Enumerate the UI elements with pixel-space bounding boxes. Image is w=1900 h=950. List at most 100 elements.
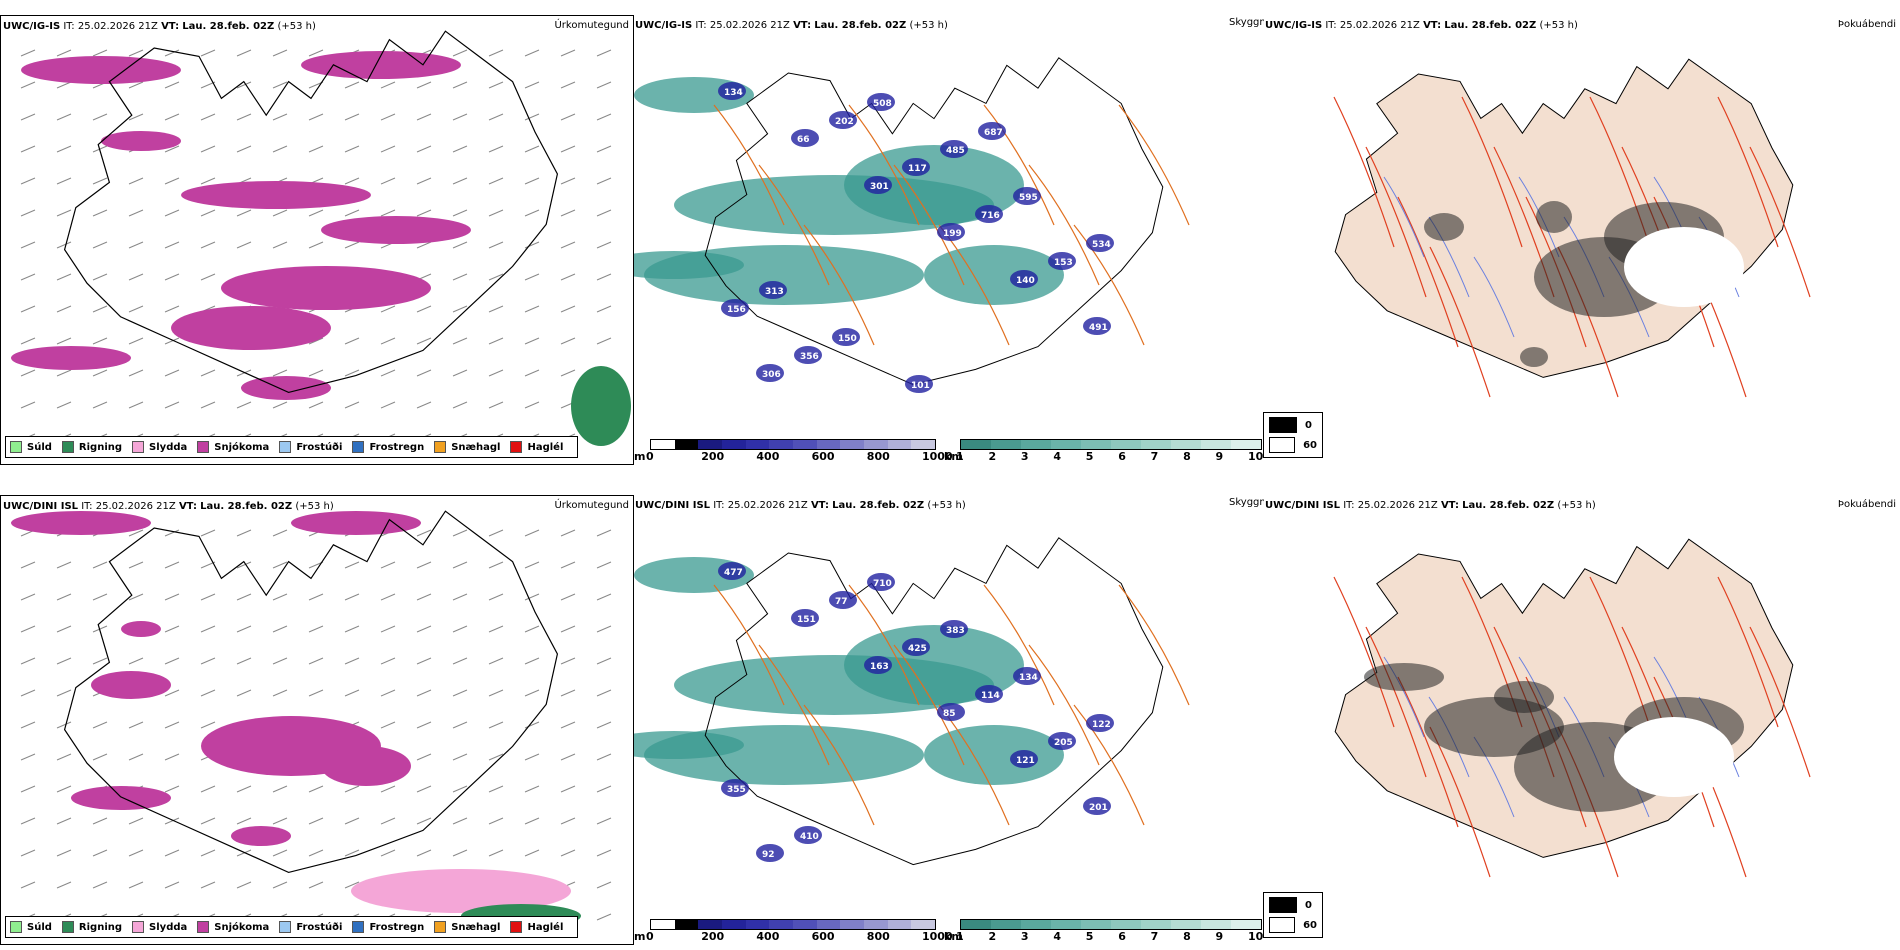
- cloud-base-area: [1010, 750, 1038, 768]
- wind-barb: [200, 785, 216, 793]
- wind-barb: [200, 721, 216, 729]
- cloud-base-label: 355: [727, 785, 746, 795]
- wind-barb: [164, 689, 180, 697]
- cloud-base-area: [759, 281, 787, 299]
- wind-barb: [344, 849, 360, 857]
- wind-barb: [524, 529, 540, 537]
- colorbar-ticks: km 1 2 3 4 5 6 7 8 9 10: [944, 450, 1264, 464]
- legend-label: Súld: [27, 441, 52, 453]
- wind-barb: [596, 81, 612, 89]
- wind-barb: [524, 561, 540, 569]
- colorbar-tick-label: 6: [1118, 450, 1126, 463]
- wind-barb: [596, 657, 612, 665]
- cloud-base-label: 201: [1089, 803, 1108, 813]
- colorbar-segment: [816, 920, 841, 929]
- fog-legend-row: 0: [1269, 417, 1317, 433]
- wind-barb: [308, 369, 324, 377]
- wind-barb: [452, 241, 468, 249]
- wind-barb: [596, 849, 612, 857]
- wind-barb: [200, 145, 216, 153]
- fog-legend-swatch: [1269, 917, 1296, 933]
- wind-barb: [92, 273, 108, 281]
- visibility-colorbar: km 1 2 3 4 5 6 7 8 9 10: [944, 919, 1263, 944]
- wind-barb: [596, 177, 612, 185]
- wind-barb: [164, 81, 180, 89]
- river: [1383, 656, 1425, 738]
- precip-legend-item: Slydda: [132, 441, 187, 453]
- wind-barb: [272, 81, 288, 89]
- colorbar-segment: [651, 920, 675, 929]
- river: [1473, 256, 1515, 338]
- colorbar-segment: [793, 920, 817, 929]
- colorbar-segment: [1201, 440, 1231, 449]
- wind-barb: [596, 817, 612, 825]
- road: [1118, 584, 1190, 706]
- legend-swatch: [510, 921, 523, 933]
- colorbar-tick-label: 10: [1248, 450, 1264, 463]
- wind-barb: [488, 241, 504, 249]
- precip-legend-item: Haglél: [510, 441, 563, 453]
- wind-barb: [308, 881, 324, 889]
- legend-label: Frostúði: [296, 921, 343, 933]
- cloud-base-area: [791, 129, 819, 147]
- snow-area: [231, 826, 291, 846]
- colorbar-tick-label: 600: [811, 450, 835, 463]
- wind-barb: [164, 401, 180, 409]
- wind-barb: [92, 561, 108, 569]
- wind-barb: [596, 529, 612, 537]
- colorbar-segment: [1081, 440, 1111, 449]
- wind-barb: [560, 49, 576, 57]
- wind-barb: [128, 305, 144, 313]
- fog-panel-row1: UWC/IG-IS IT: 25.02.2026 21Z VT: Lau. 28…: [1263, 15, 1900, 465]
- no-data-area: [1614, 717, 1734, 797]
- fog-legend: 0 60: [1263, 412, 1323, 458]
- wind-barb: [128, 273, 144, 281]
- wind-barb: [272, 689, 288, 697]
- colorbar-tick-label: 3: [1020, 450, 1029, 463]
- wind-barb: [128, 721, 144, 729]
- cloud-base-area: [867, 93, 895, 111]
- wind-barb: [56, 369, 72, 377]
- legend-label: Súld: [27, 921, 52, 933]
- wind-barb: [344, 145, 360, 153]
- precip-legend-item: Frostúði: [279, 921, 342, 933]
- wind-barb: [164, 881, 180, 889]
- road: [758, 644, 830, 766]
- colorbar-ticks: m 0 200 400 600 800 1000: [634, 930, 953, 944]
- snow-area: [121, 621, 161, 637]
- cloud-base-label: 425: [908, 644, 927, 654]
- height-colorbar: m 0 200 400 600 800 1000: [634, 439, 953, 464]
- road: [893, 644, 965, 766]
- coastline: [63, 30, 559, 394]
- colorbar-segment: [991, 440, 1021, 449]
- wind-barb: [164, 849, 180, 857]
- wind-barb: [416, 209, 432, 217]
- wind-barb: [236, 113, 252, 121]
- cloud-base-area: [975, 205, 1003, 223]
- wind-barb: [272, 113, 288, 121]
- legend-swatch: [510, 441, 523, 453]
- legend-label: Haglél: [527, 441, 564, 453]
- precip-legend-item: Rigning: [61, 921, 122, 933]
- wind-barb: [488, 337, 504, 345]
- wind-barb: [92, 753, 108, 761]
- wind-barb: [452, 721, 468, 729]
- colorbar-segment: [864, 920, 888, 929]
- wind-barb: [236, 593, 252, 601]
- wind-barb: [128, 657, 144, 665]
- road: [1429, 246, 1491, 398]
- colorbar-segment: [1171, 440, 1201, 449]
- colorbar-tick-label: 3: [1020, 930, 1029, 943]
- wind-barb: [452, 657, 468, 665]
- colorbar-segment: [840, 440, 865, 449]
- wind-barb: [596, 721, 612, 729]
- cloud-base-label: 140: [1016, 276, 1035, 286]
- precip-type-map: [11, 30, 631, 454]
- fog-legend-swatch: [1269, 437, 1296, 453]
- colorbar-tick-label: 7: [1150, 930, 1159, 943]
- wind-barb: [56, 241, 72, 249]
- cloud-base-label: 202: [835, 117, 854, 127]
- colorbar-strip: [960, 919, 1262, 930]
- wind-barb: [56, 177, 72, 185]
- road: [1073, 224, 1145, 346]
